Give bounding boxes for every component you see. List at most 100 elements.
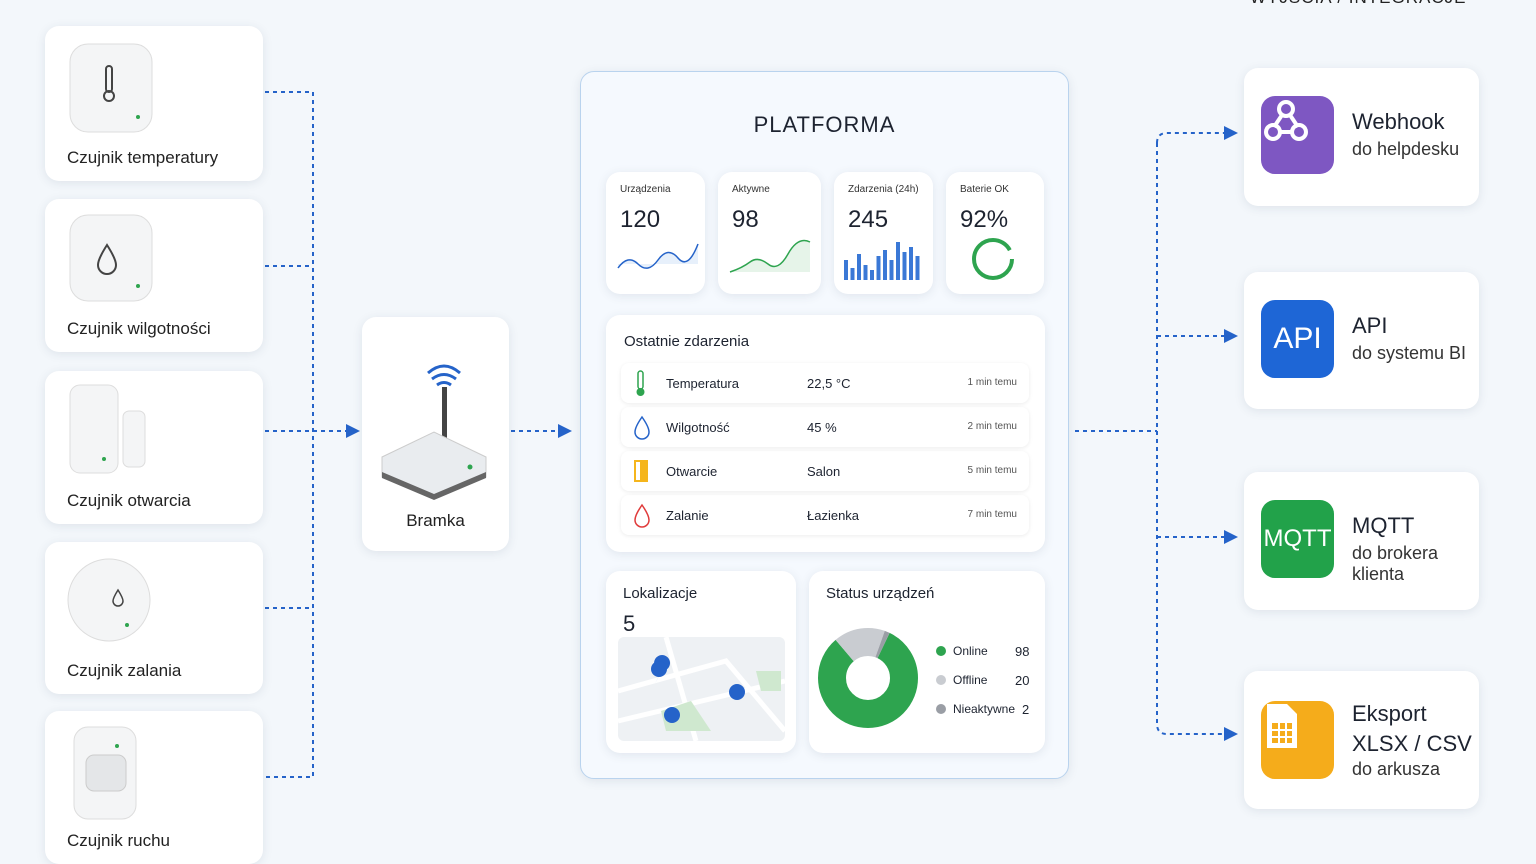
events-title: Ostatnie zdarzenia	[624, 333, 750, 350]
sensor-label: Czujnik temperatury	[67, 148, 219, 167]
locations-title: Lokalizacje	[623, 585, 698, 602]
event-value: Łazienka	[807, 508, 860, 523]
legend-value: 2	[1022, 702, 1030, 717]
event-time: 7 min temu	[967, 509, 1017, 520]
sensor-card: Czujnik ruchu	[45, 711, 263, 864]
kpi-chart	[729, 239, 811, 273]
event-value: Salon	[807, 464, 841, 479]
kpi-label: Urządzenia	[620, 184, 671, 195]
sheet-glyph	[1267, 704, 1297, 748]
legend-name: Nieaktywne	[953, 702, 1016, 716]
output-title: MQTT	[1352, 513, 1415, 538]
legend-name: Online	[953, 644, 988, 658]
event-value: 22,5 °C	[807, 376, 851, 391]
legend-dot	[936, 704, 946, 714]
kpi-card: Baterie OK 92%	[946, 172, 1044, 294]
kpi-card: Aktywne 98	[718, 172, 821, 294]
event-icon	[636, 370, 645, 396]
arrowheads	[346, 126, 1238, 741]
output-title: Webhook	[1352, 109, 1445, 134]
sensor-icon	[67, 558, 151, 642]
status-card: Status urządzeń Online 98 Offline 20 Nieakty…	[809, 571, 1045, 753]
event-row: Zalanie Łazienka 7 min temu	[621, 495, 1029, 535]
sensor-icon	[73, 726, 137, 820]
sensor-icon	[69, 214, 153, 302]
event-name: Wilgotność	[666, 420, 730, 435]
output-line: do systemu BI	[1352, 342, 1467, 363]
sensor-label: Czujnik zalania	[67, 661, 182, 680]
legend-name: Offline	[953, 673, 988, 687]
status-donut	[818, 628, 918, 728]
output-title: API	[1352, 312, 1388, 338]
event-name: Otwarcie	[666, 464, 718, 479]
kpi-value: 92%	[960, 206, 1009, 233]
output-title: Eksport	[1352, 701, 1427, 726]
kpi-chart	[844, 242, 920, 280]
output-icon	[1261, 701, 1334, 779]
output-icon	[1261, 96, 1334, 174]
platform-title: PLATFORMA	[753, 112, 896, 137]
output-card: API API do systemu BI	[1244, 272, 1479, 409]
event-name: Zalanie	[666, 508, 709, 523]
sensor-icon	[69, 43, 153, 133]
kpi-label: Zdarzenia (24h)	[848, 184, 919, 195]
output-card: Webhook do helpdesku	[1244, 68, 1479, 206]
output-icon: MQTT	[1261, 500, 1334, 578]
output-card: MQTT MQTT do brokera klienta	[1244, 472, 1479, 610]
event-row: Temperatura 22,5 °C 1 min temu	[621, 363, 1029, 403]
event-time: 1 min temu	[967, 377, 1017, 388]
event-time: 2 min temu	[967, 421, 1017, 432]
sensor-label: Czujnik wilgotności	[67, 319, 211, 338]
sensor-label: Czujnik ruchu	[67, 831, 170, 850]
sensor-card: Czujnik zalania	[45, 542, 263, 694]
kpi-value: 245	[848, 206, 889, 233]
event-row: Wilgotność 45 % 2 min temu	[621, 407, 1029, 447]
donut-segment	[818, 628, 918, 728]
sensor-icon	[69, 384, 146, 474]
sensor-card: Czujnik temperatury	[45, 26, 263, 181]
locations-count: 5	[623, 611, 636, 636]
kpi-label: Baterie OK	[960, 184, 1009, 195]
router-icon	[381, 364, 487, 500]
header-title: WYJŚCIA / INTEGRACJE	[1250, 0, 1466, 8]
event-row: Otwarcie Salon 5 min temu	[621, 451, 1029, 491]
output-links	[1075, 132, 1226, 735]
output-icon: API	[1261, 299, 1334, 378]
events-card: Ostatnie zdarzenia Temperatura 22,5 °C 1 m…	[606, 315, 1045, 552]
event-time: 5 min temu	[967, 465, 1017, 476]
kpi-label: Aktywne	[732, 184, 770, 195]
sensor-links	[265, 91, 350, 778]
output-line: do helpdesku	[1352, 139, 1460, 159]
platform: PLATFORMA Urządzenia 120 Aktywne 98 Zdarzeni…	[580, 71, 1069, 779]
donut-segment	[818, 628, 918, 728]
status-title: Status urządzeń	[826, 585, 935, 602]
event-name: Temperatura	[666, 376, 739, 391]
kpi-chart	[617, 243, 699, 269]
gateway-label: Bramka	[406, 511, 465, 530]
output-card: Eksport XLSX / CSV do arkusza	[1244, 671, 1479, 809]
kpi-value: 120	[620, 206, 661, 233]
kpi-card: Urządzenia 120	[606, 172, 705, 294]
output-line: do arkusza	[1352, 759, 1441, 779]
legend-dot	[936, 646, 946, 656]
locations-card: Lokalizacje 5	[606, 571, 796, 753]
legend-value: 98	[1015, 644, 1030, 659]
sensor-card: Czujnik wilgotności	[45, 199, 263, 352]
map	[617, 636, 787, 742]
webhook-glyph	[1264, 100, 1308, 141]
sensor-label: Czujnik otwarcia	[67, 491, 191, 510]
kpi-card: Zdarzenia (24h) 245	[834, 172, 933, 294]
output-line: do brokera klienta	[1352, 543, 1439, 584]
legend-dot	[936, 675, 946, 685]
event-icon	[634, 460, 648, 482]
sensor-card: Czujnik otwarcia	[45, 371, 263, 524]
legend-value: 20	[1015, 673, 1030, 688]
event-icon	[634, 503, 650, 528]
kpi-value: 98	[732, 206, 759, 233]
output-line: XLSX / CSV	[1352, 731, 1472, 756]
event-icon	[634, 415, 650, 440]
kpi-chart	[972, 238, 1014, 280]
gateway-card: Bramka	[362, 317, 509, 551]
